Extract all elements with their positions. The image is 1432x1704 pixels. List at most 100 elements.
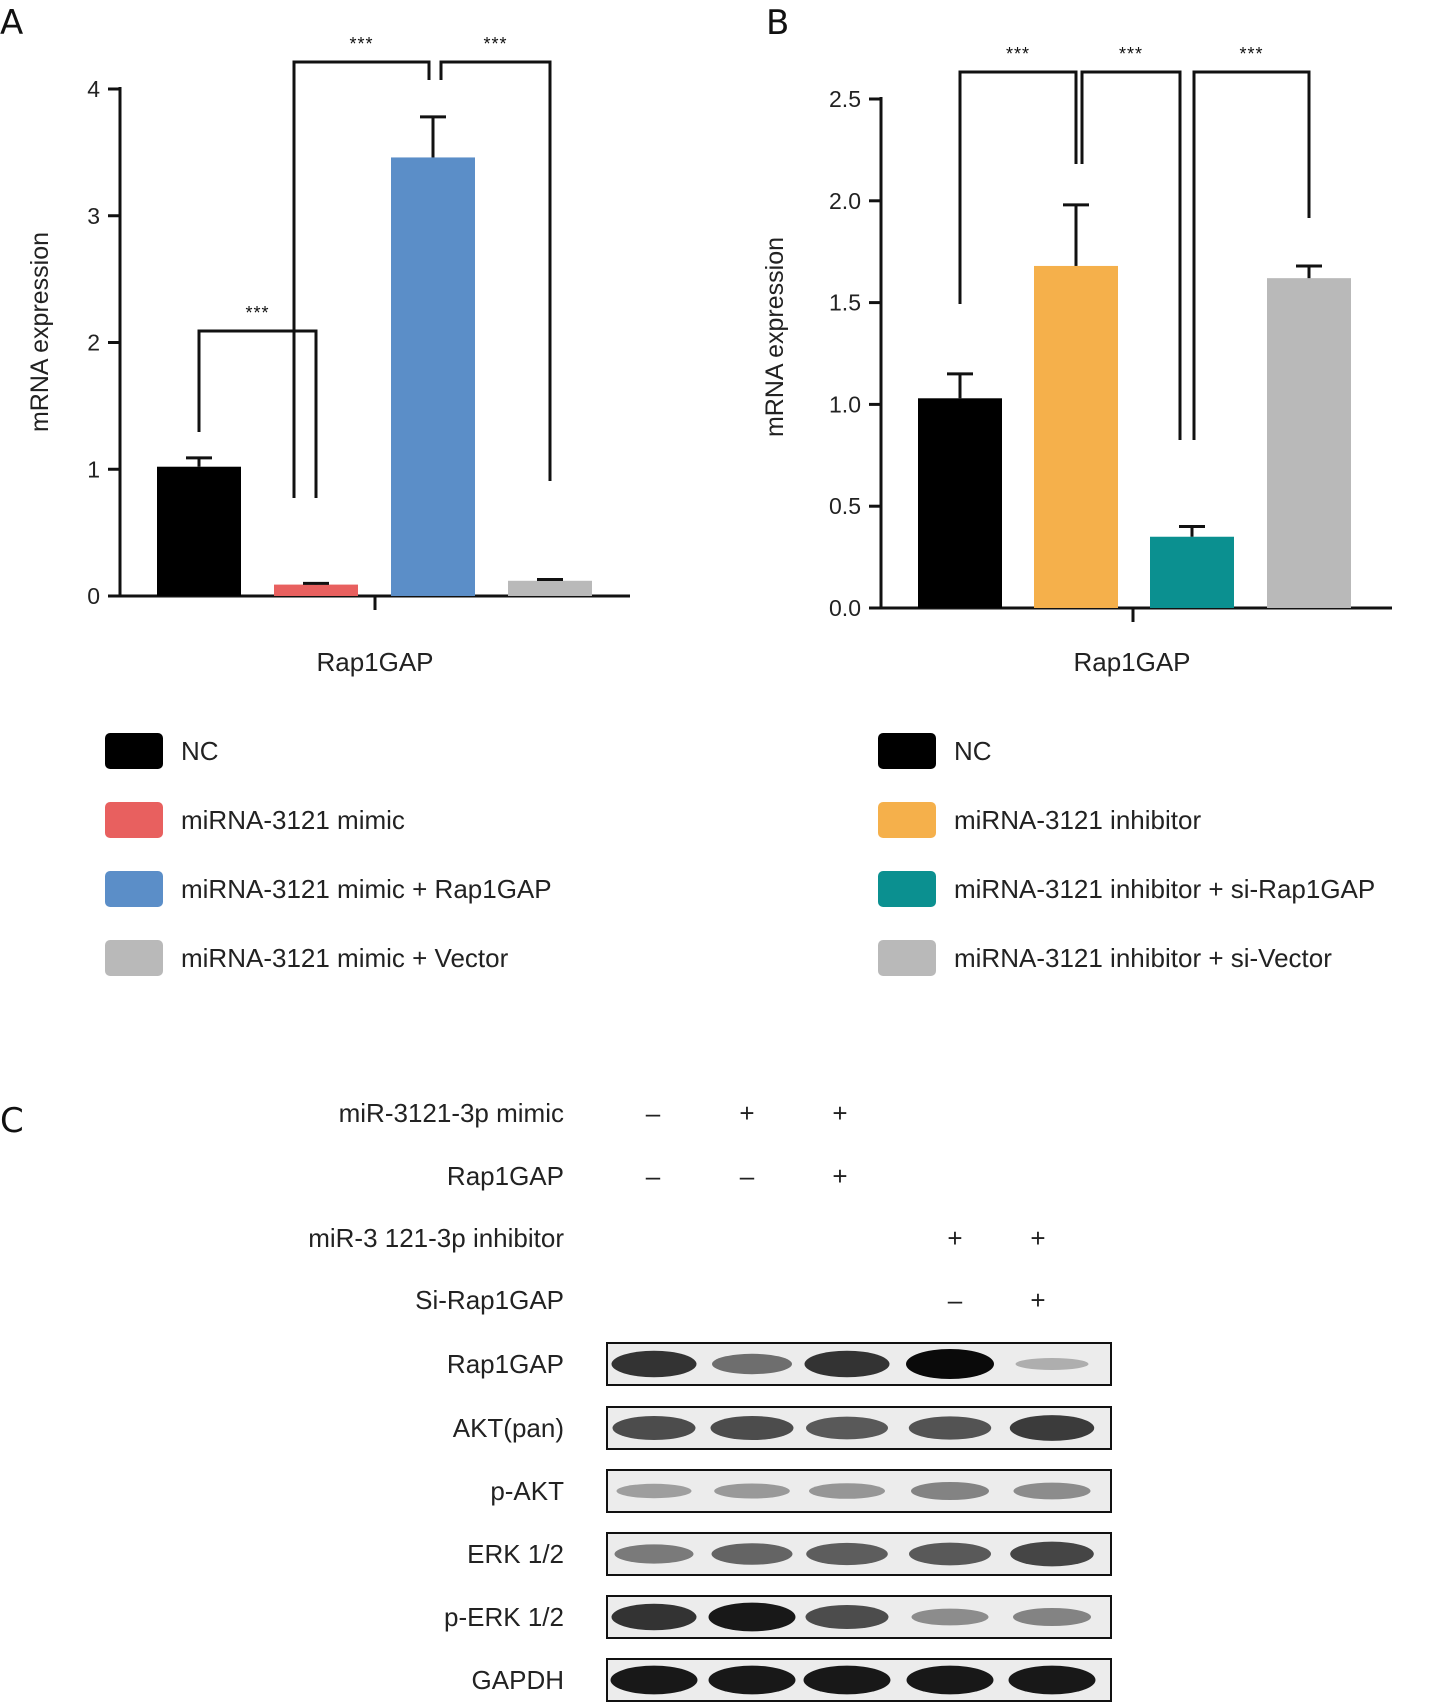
chart-a-legend-swatch — [105, 733, 163, 769]
chart-a-y-tick-label: 1 — [87, 456, 100, 482]
chart-b-legend-label: miRNA-3121 inhibitor + si-Vector — [954, 943, 1332, 973]
chart-b-bar — [1034, 265, 1118, 608]
chart-b-legend-swatch — [878, 940, 936, 976]
blot-band — [1008, 1665, 1096, 1695]
chart-b-y-tick-label: 2.5 — [829, 86, 861, 112]
blot-band — [1013, 1608, 1091, 1626]
blot-band — [611, 1603, 697, 1631]
blot-band — [1009, 1415, 1095, 1441]
blot-band — [909, 1542, 991, 1566]
chart-b-y-tick-label: 1.5 — [829, 290, 861, 316]
chart-a-ylabel: mRNA expression — [26, 232, 54, 432]
blot-band — [906, 1349, 994, 1379]
blot-band — [711, 1543, 793, 1565]
blot-band — [708, 1665, 796, 1695]
chart-a-y-tick-label: 2 — [87, 330, 100, 356]
blot-band — [710, 1416, 794, 1440]
blot-condition-sign: + — [832, 1098, 847, 1128]
blot-band — [906, 1665, 994, 1695]
blot-condition-label: Si-Rap1GAP — [415, 1285, 564, 1315]
chart-a-significance-label: *** — [483, 34, 507, 54]
blot-row-label: p-AKT — [490, 1476, 564, 1506]
panel-letter-a: A — [0, 3, 23, 43]
chart-a-legend-label: miRNA-3121 mimic — [181, 805, 405, 835]
chart-b-legend-label: NC — [954, 736, 992, 766]
chart-a-xlabel: Rap1GAP — [316, 647, 433, 677]
blot-condition-sign: – — [646, 1098, 661, 1128]
blot-condition-sign: + — [947, 1223, 962, 1253]
chart-b-y-tick-label: 2.0 — [829, 188, 861, 214]
chart-a-legend-label: miRNA-3121 mimic + Vector — [181, 943, 509, 973]
chart-b: mRNA expression Rap1GAP 0.0 0.5 1.0 1.5 2.0 2… — [761, 44, 1392, 976]
blot-band — [714, 1483, 790, 1499]
chart-a-y-tick-label: 4 — [87, 76, 100, 102]
blot-condition-label: miR-3 121-3p inhibitor — [308, 1223, 564, 1253]
blot-band — [708, 1602, 796, 1632]
chart-a-legend-swatch — [105, 802, 163, 838]
chart-b-y-tick-label: 0.0 — [829, 595, 861, 621]
chart-a-y-tick-label: 3 — [87, 203, 100, 229]
blot-row-label: Rap1GAP — [447, 1349, 564, 1379]
panel-letter-b: B — [766, 3, 789, 43]
chart-a-bar — [508, 580, 592, 596]
chart-b-y-tick-label: 0.5 — [829, 493, 861, 519]
blot-band — [1013, 1482, 1091, 1500]
chart-b-significance-bracket — [1080, 70, 1182, 440]
chart-b-bar — [1150, 536, 1234, 608]
blot-row-label: p-ERK 1/2 — [444, 1602, 564, 1632]
blot-band — [1010, 1541, 1094, 1567]
blot-band — [616, 1483, 692, 1499]
western-blot: miR-3121-3p mimic – + + Rap1GAP – – + miR-3 121-… — [308, 1098, 1112, 1702]
chart-b-significance-label: *** — [1239, 44, 1263, 64]
chart-a-legend-swatch — [105, 940, 163, 976]
chart-a-significance-bracket — [439, 60, 552, 481]
blot-condition-label: miR-3121-3p mimic — [339, 1098, 564, 1128]
chart-b-legend-label: miRNA-3121 inhibitor + si-Rap1GAP — [954, 874, 1375, 904]
blot-band — [809, 1483, 885, 1499]
blot-band — [611, 1350, 697, 1378]
chart-a-bar — [391, 157, 475, 596]
chart-a-significance-bracket — [197, 329, 318, 498]
chart-b-significance-label: *** — [1119, 44, 1143, 64]
blot-band — [712, 1353, 792, 1375]
chart-a-significance-label: *** — [245, 303, 269, 323]
chart-b-legend-swatch — [878, 871, 936, 907]
chart-a-y-tick-label: 0 — [87, 583, 100, 609]
blot-band — [806, 1416, 888, 1440]
chart-a-significance-label: *** — [349, 34, 373, 54]
blot-band — [1015, 1358, 1089, 1370]
chart-a-bar — [157, 466, 241, 596]
chart-a: mRNA expression Rap1GAP 0 1 2 3 4 *** *** *** N… — [26, 34, 630, 976]
blot-condition-sign: + — [1030, 1223, 1045, 1253]
blot-band — [610, 1665, 698, 1695]
chart-a-legend-label: miRNA-3121 mimic + Rap1GAP — [181, 874, 552, 904]
blot-condition-sign: – — [646, 1161, 661, 1191]
chart-b-bar — [918, 398, 1002, 608]
blot-band — [804, 1350, 890, 1378]
blot-band — [911, 1608, 989, 1626]
blot-band — [911, 1482, 989, 1500]
blot-band — [806, 1542, 888, 1566]
chart-b-significance-label: *** — [1006, 44, 1030, 64]
chart-b-bar — [1267, 278, 1351, 608]
chart-b-legend-swatch — [878, 733, 936, 769]
blot-condition-sign: – — [740, 1161, 755, 1191]
panel-letter-c: C — [0, 1101, 24, 1141]
blot-band — [614, 1544, 694, 1564]
chart-b-significance-bracket — [1192, 70, 1311, 440]
blot-condition-sign: + — [1030, 1285, 1045, 1315]
blot-condition-sign: – — [948, 1285, 963, 1315]
chart-b-legend-swatch — [878, 802, 936, 838]
chart-b-ylabel: mRNA expression — [761, 237, 789, 437]
blot-band — [908, 1416, 992, 1440]
blot-band — [803, 1665, 891, 1695]
blot-condition-sign: + — [832, 1161, 847, 1191]
chart-a-legend-label: NC — [181, 736, 219, 766]
chart-a-legend-swatch — [105, 871, 163, 907]
blot-row-label: ERK 1/2 — [467, 1539, 564, 1569]
chart-b-xlabel: Rap1GAP — [1073, 647, 1190, 677]
chart-b-y-tick-label: 1.0 — [829, 391, 861, 417]
blot-condition-label: Rap1GAP — [447, 1161, 564, 1191]
chart-b-legend-label: miRNA-3121 inhibitor — [954, 805, 1201, 835]
